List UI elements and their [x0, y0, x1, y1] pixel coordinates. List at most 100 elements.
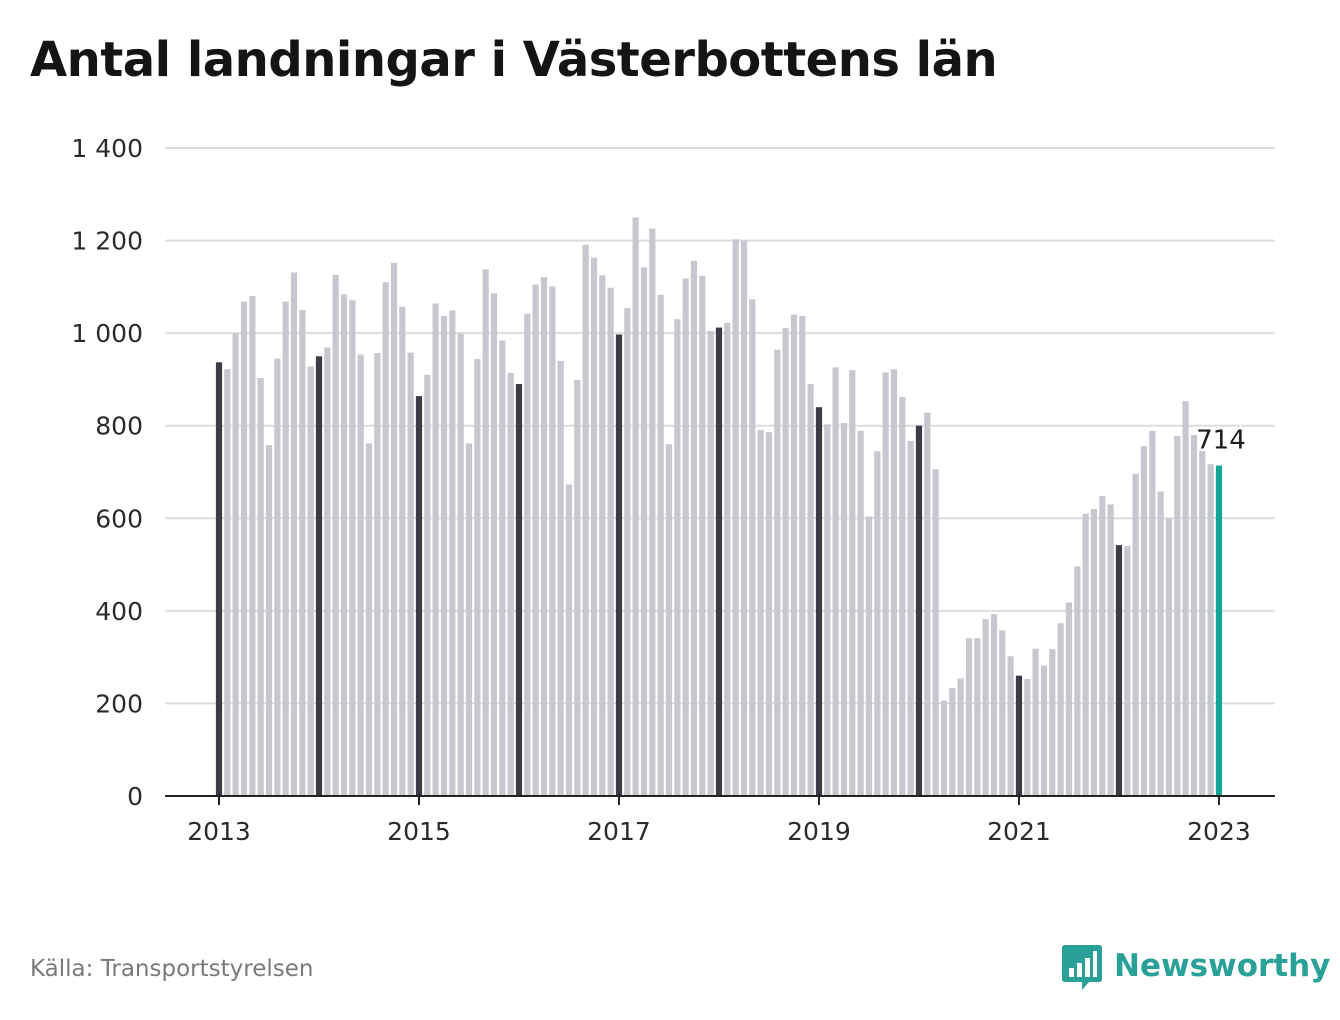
- bar: [399, 306, 406, 796]
- bar: [290, 272, 298, 796]
- y-tick-label: 200: [95, 689, 143, 718]
- chart-title: Antal landningar i Västerbottens län: [30, 32, 998, 88]
- bar: [1074, 566, 1081, 796]
- bar: [565, 484, 573, 796]
- bar: [1190, 434, 1198, 796]
- bar: [757, 429, 764, 796]
- bar: [590, 257, 598, 796]
- bar: [374, 353, 381, 796]
- bar: [1090, 509, 1098, 796]
- bar: [807, 384, 814, 796]
- bar: [532, 284, 539, 796]
- bar: [249, 296, 256, 796]
- bar: [824, 424, 831, 796]
- x-axis: 2013 2015 2017 2019 2021 2023: [165, 795, 1275, 846]
- bar: [432, 303, 439, 796]
- bar: [732, 239, 739, 796]
- source-note: Källa: Transportstyrelsen: [30, 956, 314, 982]
- bar: [832, 367, 839, 796]
- bar: [524, 313, 531, 796]
- bar: [615, 334, 623, 796]
- bar: [907, 440, 914, 796]
- bar: [424, 374, 431, 796]
- bar: [415, 396, 423, 796]
- bar: [1174, 435, 1181, 796]
- bar: [1199, 450, 1206, 796]
- bar: [915, 425, 923, 796]
- bar: [674, 319, 681, 796]
- bar: [790, 314, 798, 796]
- last-value-label: 714: [1196, 426, 1246, 456]
- bar: [557, 360, 564, 796]
- bar: [699, 275, 706, 796]
- bar: [257, 378, 264, 796]
- bar: [957, 678, 964, 796]
- y-axis-labels: 0 200 400 600 800 1 000 1 200 1 400: [71, 134, 143, 811]
- bar: [749, 299, 756, 796]
- bar: [874, 451, 881, 796]
- bar: [499, 340, 506, 796]
- bar: [274, 358, 281, 796]
- bar: [840, 422, 848, 796]
- y-tick-label: 0: [127, 782, 143, 811]
- bar: [649, 228, 656, 797]
- bar: [1024, 678, 1031, 796]
- bar: [707, 330, 714, 796]
- bar: [724, 322, 731, 796]
- bar: [582, 244, 589, 797]
- bar: [849, 370, 856, 796]
- bar: [315, 356, 323, 796]
- bar: [340, 294, 348, 796]
- bar: [782, 328, 789, 796]
- bar: [765, 432, 773, 796]
- x-tick-label: 2017: [587, 817, 651, 846]
- bar: [632, 217, 639, 796]
- bar: [965, 638, 973, 796]
- y-tick-label: 800: [95, 412, 143, 441]
- bar: [949, 688, 956, 796]
- brand-name: Newsworthy: [1114, 948, 1331, 984]
- bar-chart-speech-bubble-icon: [1062, 945, 1102, 990]
- bar: [990, 614, 998, 796]
- bar: [624, 308, 631, 796]
- bar: [607, 287, 614, 796]
- bar: [1165, 518, 1173, 796]
- bar: [1115, 545, 1123, 796]
- annotations: 714: [1194, 423, 1249, 458]
- x-tick-label: 2013: [187, 817, 251, 846]
- bar: [440, 316, 448, 796]
- bar: [1040, 665, 1048, 796]
- bar: [1207, 464, 1214, 796]
- bar: [549, 286, 556, 796]
- y-tick-label: 1 000: [71, 319, 143, 348]
- bar: [574, 379, 581, 796]
- bar: [490, 293, 498, 796]
- x-tick-label: 2015: [387, 817, 451, 846]
- bar: [1007, 656, 1014, 796]
- bar: [899, 397, 906, 796]
- newsworthy-logo[interactable]: Newsworthy: [1062, 940, 1330, 992]
- bar: [1049, 649, 1056, 796]
- bar: [482, 269, 489, 796]
- bar: [457, 334, 464, 796]
- bar: [540, 277, 548, 796]
- bar: [357, 354, 364, 796]
- bar: [232, 333, 239, 796]
- bar: [715, 327, 723, 796]
- bar: [1032, 648, 1039, 796]
- bar: [599, 275, 606, 796]
- bar: [382, 282, 389, 797]
- bar: [365, 443, 373, 796]
- bar: [1015, 675, 1023, 796]
- bar: [799, 316, 806, 796]
- bar: [815, 407, 823, 796]
- bar: [507, 372, 514, 796]
- bar: [682, 278, 689, 796]
- bar: [940, 700, 948, 796]
- bar: [1057, 623, 1064, 796]
- bar: [690, 260, 698, 796]
- bar: [474, 359, 481, 796]
- bar: [774, 349, 781, 796]
- bar: [224, 369, 231, 796]
